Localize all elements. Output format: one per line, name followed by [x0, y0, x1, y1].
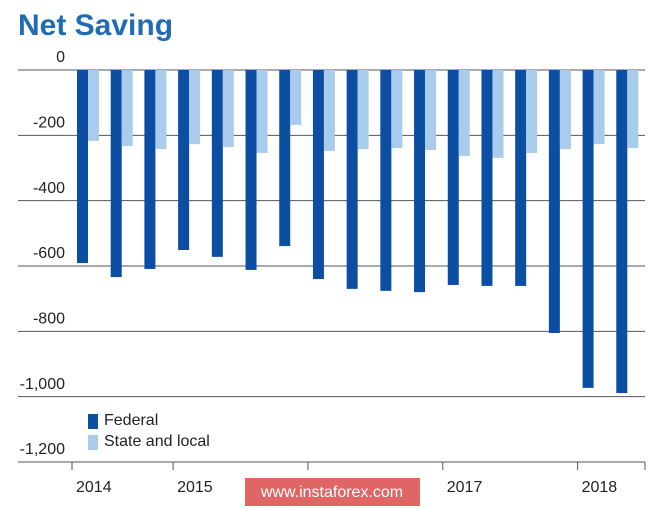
bar — [279, 70, 291, 247]
legend-label: Federal — [104, 412, 158, 429]
bar — [515, 70, 527, 286]
bar — [425, 70, 437, 151]
bar — [323, 70, 335, 152]
bar — [391, 70, 403, 149]
bar — [155, 70, 167, 150]
bar — [380, 70, 392, 291]
bar — [256, 70, 268, 153]
watermark: www.instaforex.com — [260, 484, 403, 501]
bar — [627, 70, 639, 149]
bar — [77, 70, 88, 264]
bar — [189, 70, 201, 145]
bar — [582, 70, 594, 388]
bar — [616, 70, 628, 394]
legend-swatch — [88, 435, 98, 450]
legend-swatch — [88, 414, 98, 429]
bar — [88, 70, 99, 141]
bar — [312, 70, 324, 280]
y-tick-label: -800 — [33, 311, 65, 328]
bar — [447, 70, 459, 285]
y-tick-label: -1,000 — [20, 376, 65, 393]
bar — [414, 70, 426, 293]
bar — [548, 70, 560, 333]
y-tick-label: -600 — [33, 245, 65, 262]
y-tick-label: 0 — [56, 49, 65, 66]
bar — [178, 70, 190, 250]
bar — [222, 70, 234, 148]
bar — [458, 70, 470, 156]
bar — [492, 70, 504, 158]
bar — [593, 70, 605, 145]
bar — [559, 70, 571, 150]
y-tick-label: -200 — [33, 115, 65, 132]
bar — [121, 70, 133, 147]
bar — [526, 70, 538, 153]
bar — [346, 70, 358, 289]
bar — [245, 70, 257, 270]
x-tick-label: 2015 — [177, 479, 213, 496]
bar — [481, 70, 493, 286]
y-tick-label: -400 — [33, 180, 65, 197]
bar — [211, 70, 223, 257]
bar — [110, 70, 122, 278]
chart-title: Net Saving — [18, 9, 173, 42]
x-tick-label: 2018 — [582, 479, 618, 496]
x-tick-label: 2014 — [76, 479, 112, 496]
watermark-box — [245, 478, 420, 506]
x-tick-label: 2017 — [447, 479, 483, 496]
legend-label: State and local — [104, 433, 210, 450]
bar — [357, 70, 369, 150]
bar — [144, 70, 156, 269]
y-tick-label: -1,200 — [20, 441, 65, 458]
bar — [290, 70, 302, 125]
